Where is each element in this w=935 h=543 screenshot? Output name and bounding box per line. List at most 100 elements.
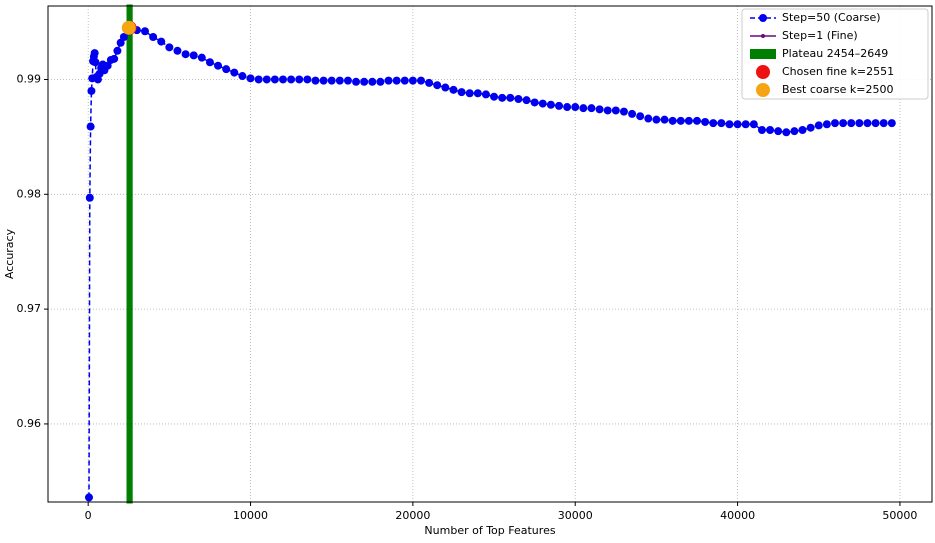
series-marker	[90, 49, 99, 58]
series-line	[88, 29, 892, 498]
series-marker	[119, 33, 128, 41]
series-marker	[636, 112, 645, 121]
series-marker	[652, 115, 661, 124]
series-marker	[392, 76, 401, 85]
series-marker	[757, 126, 766, 134]
series-marker	[766, 126, 775, 134]
series-marker	[246, 74, 255, 83]
series-marker	[481, 90, 490, 99]
series-marker	[603, 106, 612, 115]
series-marker	[571, 103, 580, 112]
legend-label: Chosen fine k=2551	[782, 65, 894, 78]
series-marker	[822, 120, 831, 129]
series-marker	[782, 128, 791, 137]
series-marker	[141, 27, 150, 36]
series-marker	[270, 75, 279, 84]
plateau-band	[126, 4, 133, 504]
series-marker	[91, 58, 100, 67]
series-marker	[725, 120, 734, 129]
series-marker	[149, 33, 158, 41]
series-marker	[433, 81, 442, 90]
series-marker	[311, 76, 320, 85]
legend-label: Step=1 (Fine)	[782, 29, 858, 42]
series-marker	[214, 61, 223, 70]
series-marker	[335, 76, 344, 85]
series-marker	[384, 76, 393, 85]
series-marker	[157, 37, 166, 46]
legend-box	[741, 8, 929, 100]
highlight-point	[121, 20, 136, 35]
series-marker	[165, 43, 174, 52]
series-marker	[441, 83, 450, 92]
legend-marker	[756, 83, 770, 97]
series-marker	[457, 88, 466, 97]
series-marker	[408, 76, 417, 85]
legend-marker	[759, 14, 767, 22]
series-marker	[425, 78, 434, 87]
legend-marker	[756, 65, 770, 79]
y-tick-label: 0.98	[17, 187, 42, 200]
series-marker	[400, 76, 409, 85]
series-marker	[684, 116, 693, 125]
x-tick-label: 30000	[558, 509, 593, 522]
series-marker	[554, 101, 563, 110]
series-marker	[295, 75, 304, 84]
series-marker	[733, 120, 742, 129]
x-tick-label: 0	[85, 509, 92, 522]
y-tick-label: 0.96	[17, 417, 42, 430]
series-marker	[717, 119, 726, 128]
series-marker	[498, 93, 507, 102]
series-marker	[676, 116, 685, 125]
axes-frame	[47, 5, 933, 503]
series-marker	[238, 72, 247, 81]
series-marker	[87, 86, 96, 95]
series-marker	[360, 77, 369, 86]
series-marker	[376, 77, 385, 86]
series-marker	[222, 65, 231, 74]
series-marker	[871, 119, 880, 128]
series-marker	[319, 76, 328, 85]
legend-marker	[761, 34, 765, 38]
series-marker	[709, 119, 718, 128]
series-marker	[798, 126, 807, 134]
series-marker	[879, 119, 888, 128]
series-marker	[806, 123, 815, 132]
y-tick-label: 0.99	[17, 72, 42, 85]
series-marker	[181, 50, 190, 59]
series-marker	[538, 99, 547, 108]
series-marker	[197, 53, 206, 62]
series-marker	[230, 68, 239, 77]
series-marker	[417, 76, 426, 85]
series-marker	[303, 75, 312, 84]
legend-label: Step=50 (Coarse)	[782, 11, 881, 24]
series-marker	[343, 76, 352, 85]
series-marker	[749, 120, 758, 129]
series-marker	[449, 85, 458, 94]
x-tick-label: 10000	[233, 509, 268, 522]
series-marker	[847, 119, 856, 128]
series-marker	[644, 114, 653, 123]
series-marker	[205, 58, 214, 67]
series-marker	[262, 75, 271, 84]
series-marker	[473, 89, 482, 98]
y-tick-label: 0.97	[17, 302, 42, 315]
x-axis-label: Number of Top Features	[424, 524, 555, 537]
series-marker	[790, 127, 799, 136]
legend: Step=50 (Coarse) Step=1 (Fine) Plateau 245…	[741, 8, 929, 100]
series-marker	[595, 105, 604, 114]
series-marker	[279, 75, 288, 84]
series-marker	[563, 103, 572, 112]
series-marker	[352, 77, 361, 86]
series-marker	[254, 75, 263, 84]
series-marker	[85, 193, 94, 202]
y-axis-label: Accuracy	[3, 228, 16, 279]
x-tick-label: 50000	[882, 509, 917, 522]
x-tick-label: 20000	[395, 509, 430, 522]
series-marker	[368, 77, 377, 86]
series-marker	[465, 89, 474, 98]
series-marker	[490, 92, 499, 101]
series-marker	[173, 46, 182, 55]
series-marker	[887, 119, 896, 128]
series-marker	[579, 104, 588, 113]
series-marker	[701, 117, 710, 126]
